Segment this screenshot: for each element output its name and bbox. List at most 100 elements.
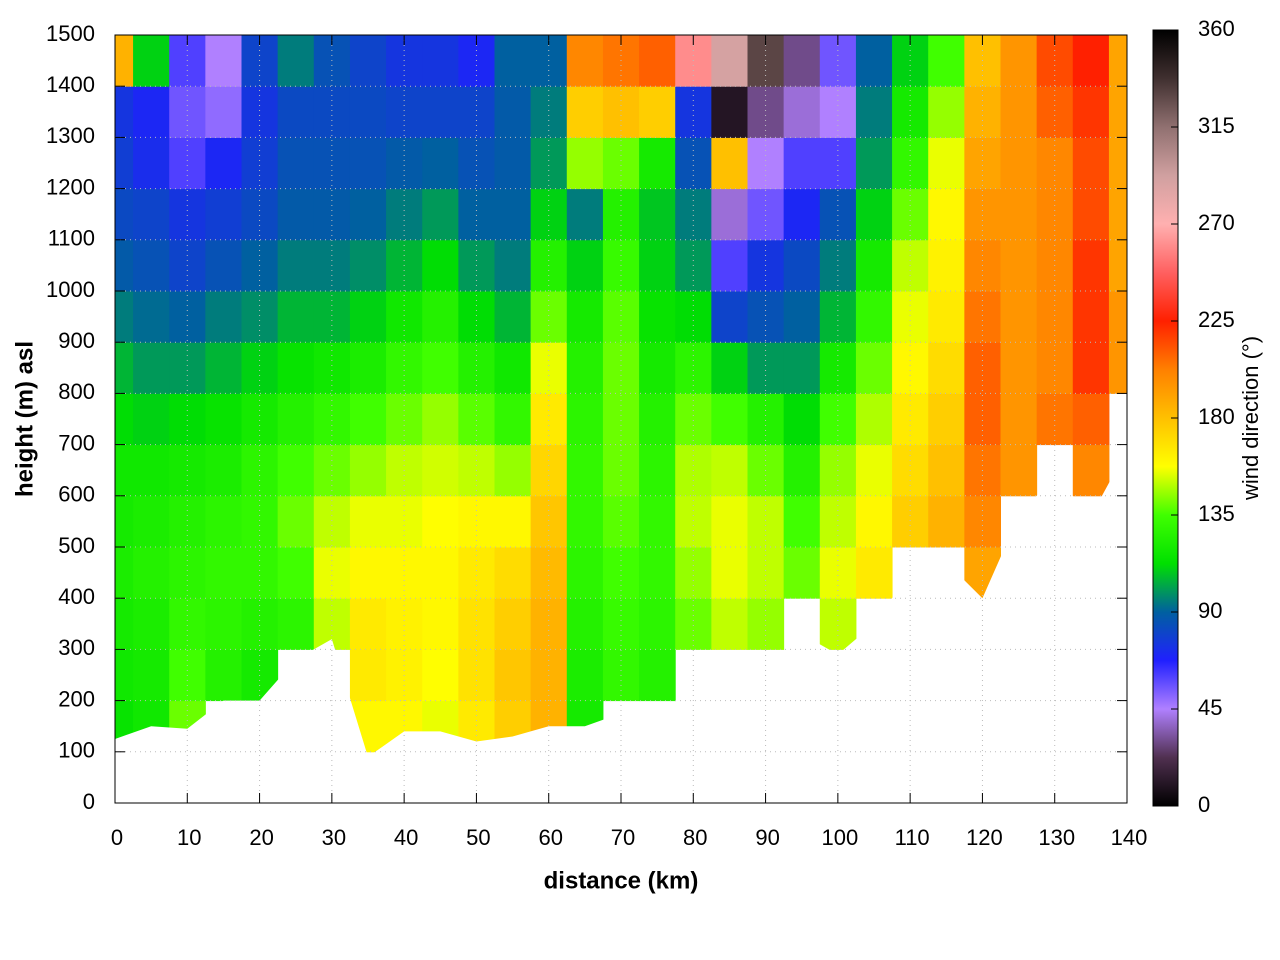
cell: [1000, 239, 1038, 292]
cell: [639, 291, 676, 343]
cell: [1036, 342, 1074, 394]
cell: [928, 137, 965, 190]
cell: [1072, 444, 1110, 497]
cell: [783, 444, 821, 497]
x-tick-label: 0: [111, 825, 123, 850]
cell: [458, 291, 495, 343]
cell: [892, 342, 929, 394]
cell: [530, 188, 568, 241]
cell: [964, 291, 1001, 343]
cell: [964, 188, 1001, 241]
cell: [241, 393, 279, 446]
cell: [422, 291, 459, 343]
y-tick-label: 0: [83, 789, 95, 814]
cell: [169, 598, 206, 650]
cell: [349, 137, 387, 190]
cell: [422, 649, 459, 702]
cell: [1072, 35, 1110, 87]
cell: [386, 291, 423, 343]
cell: [386, 598, 423, 650]
cell: [494, 86, 532, 138]
terrain: [115, 449, 1127, 803]
cell: [566, 35, 604, 87]
cell: [602, 342, 640, 394]
cell: [133, 598, 170, 650]
cell: [819, 342, 857, 394]
cell: [422, 598, 459, 650]
cell: [1000, 86, 1038, 138]
cell: [855, 547, 893, 599]
cell: [892, 188, 929, 241]
cell: [205, 495, 242, 548]
cell: [928, 495, 965, 548]
cell: [241, 291, 279, 343]
cell: [169, 342, 206, 394]
cell: [747, 598, 785, 650]
cell: [602, 291, 640, 343]
cell: [133, 239, 170, 292]
cell: [855, 393, 893, 446]
cell: [115, 35, 134, 87]
cell: [422, 393, 459, 446]
cell: [115, 444, 134, 497]
cell: [494, 495, 532, 548]
cell: [711, 598, 748, 650]
cell: [349, 86, 387, 138]
cell: [133, 188, 170, 241]
cell: [711, 137, 748, 190]
plot-frame: [114, 34, 1128, 804]
cell: [1036, 393, 1074, 446]
cell: [422, 547, 459, 599]
cell: [1000, 444, 1038, 497]
cell: [1036, 188, 1074, 241]
x-tick-label: 110: [895, 825, 930, 850]
cell: [133, 444, 170, 497]
cell: [711, 495, 748, 548]
y-tick-label: 900: [58, 328, 95, 353]
cell: [205, 188, 242, 241]
cell: [711, 393, 748, 446]
cell: [928, 291, 965, 343]
colorbar-tick-label: 0: [1198, 792, 1210, 817]
cell: [494, 239, 532, 292]
cell: [530, 291, 568, 343]
cell: [277, 86, 315, 138]
cell: [494, 137, 532, 190]
cell: [458, 495, 495, 548]
cell: [675, 291, 712, 343]
cell: [241, 86, 279, 138]
cell: [133, 547, 170, 599]
colorbar-tick-label: 180: [1198, 404, 1235, 429]
cell: [1072, 393, 1110, 446]
cell: [639, 342, 676, 394]
cell: [783, 137, 821, 190]
cell: [422, 239, 459, 292]
cell: [566, 393, 604, 446]
cell: [855, 444, 893, 497]
cell: [115, 239, 134, 292]
y-tick-label: 1100: [48, 226, 95, 251]
cell: [639, 188, 676, 241]
cell: [205, 547, 242, 599]
axes: 0 10 20 30 40 50 60 70 80 90 100 110 120 130 140010020…: [46, 16, 1235, 850]
cell: [241, 188, 279, 241]
cell: [675, 495, 712, 548]
x-tick-label: 70: [611, 825, 635, 850]
cell: [115, 137, 134, 190]
x-tick-label: 40: [394, 825, 418, 850]
cell: [277, 239, 315, 292]
cell: [783, 495, 821, 548]
cell: [530, 598, 568, 650]
colorbar-tick-label: 270: [1198, 210, 1235, 235]
cell: [494, 188, 532, 241]
cell: [711, 342, 748, 394]
y-axis-label: height (m) asl: [11, 341, 38, 497]
cell: [711, 188, 748, 241]
cell: [602, 188, 640, 241]
cell: [422, 444, 459, 497]
cell: [349, 649, 387, 702]
cell: [205, 291, 242, 343]
cell: [783, 547, 821, 599]
x-tick-label: 120: [966, 825, 1003, 850]
cell: [711, 35, 748, 87]
